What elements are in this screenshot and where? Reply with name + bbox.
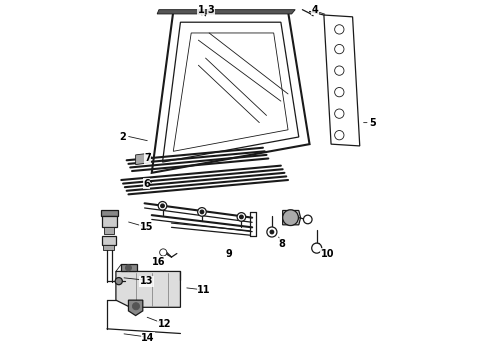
Text: 6: 6 <box>143 179 150 189</box>
Polygon shape <box>122 264 137 271</box>
Text: 12: 12 <box>158 319 171 329</box>
Circle shape <box>240 215 243 219</box>
Text: 10: 10 <box>321 248 334 258</box>
Circle shape <box>197 208 206 216</box>
Circle shape <box>115 278 122 285</box>
Text: 7: 7 <box>144 153 151 163</box>
Circle shape <box>125 265 131 271</box>
Polygon shape <box>283 211 300 225</box>
Circle shape <box>132 303 140 310</box>
Circle shape <box>283 210 298 226</box>
Text: 14: 14 <box>142 333 155 343</box>
Circle shape <box>161 204 164 208</box>
Polygon shape <box>157 10 295 14</box>
Circle shape <box>267 227 277 237</box>
Text: 9: 9 <box>225 248 232 258</box>
Text: 5: 5 <box>369 118 376 128</box>
Polygon shape <box>103 245 114 250</box>
Text: 8: 8 <box>279 239 286 249</box>
Polygon shape <box>101 216 117 226</box>
Text: 1: 1 <box>197 5 204 15</box>
Text: 15: 15 <box>140 222 153 232</box>
Polygon shape <box>116 271 180 307</box>
Polygon shape <box>101 235 116 245</box>
Circle shape <box>158 202 167 210</box>
Circle shape <box>160 249 167 256</box>
Circle shape <box>200 210 204 214</box>
Polygon shape <box>128 300 143 316</box>
Circle shape <box>237 213 245 221</box>
Text: 4: 4 <box>312 5 318 15</box>
Text: 2: 2 <box>120 132 126 142</box>
Circle shape <box>303 215 312 224</box>
Circle shape <box>270 230 274 234</box>
Polygon shape <box>136 153 150 165</box>
Text: 16: 16 <box>152 257 166 267</box>
Text: 3: 3 <box>208 5 214 15</box>
Polygon shape <box>104 226 115 234</box>
Text: 13: 13 <box>140 276 153 286</box>
Circle shape <box>312 243 322 253</box>
Text: 11: 11 <box>197 285 211 296</box>
Polygon shape <box>101 211 118 216</box>
